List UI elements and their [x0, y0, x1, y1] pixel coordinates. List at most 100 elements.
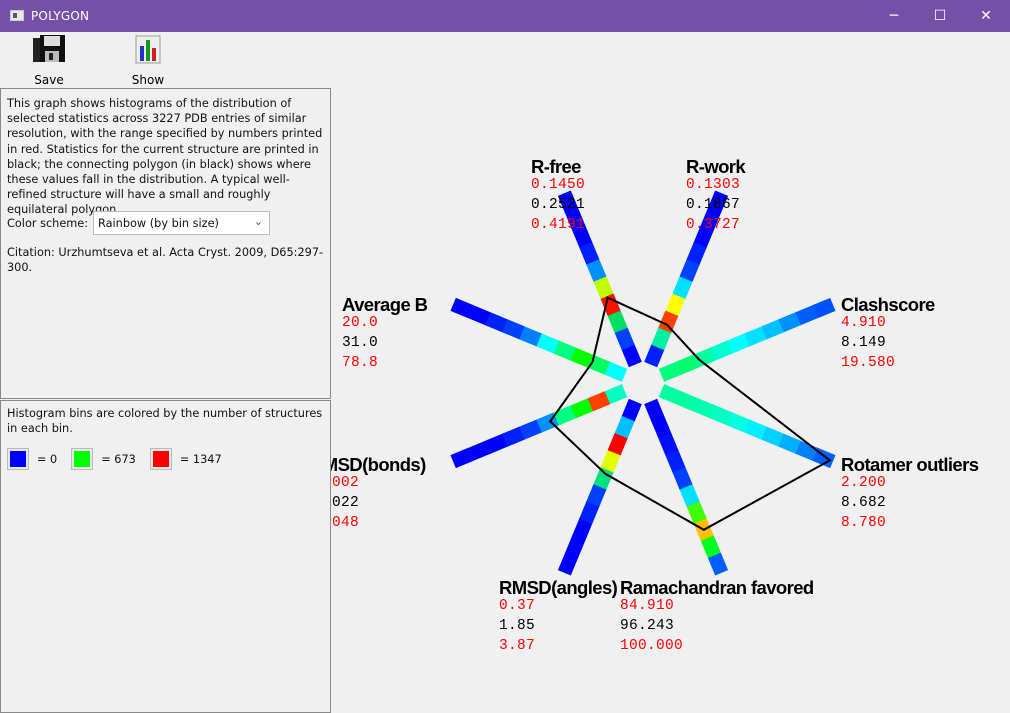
- histogram-bin: [450, 447, 474, 469]
- axis-min-value: 0.002: [331, 475, 360, 491]
- axis-label: RMSD(angles): [499, 577, 618, 598]
- histogram-bin: [727, 333, 751, 354]
- histogram-bin: [707, 552, 729, 576]
- histogram-bin: [693, 224, 714, 248]
- histogram-bin: [586, 258, 607, 282]
- info-panel: This graph shows histograms of the distr…: [0, 88, 331, 399]
- histogram-bin: [675, 354, 699, 375]
- histogram-bin: [593, 467, 614, 491]
- maximize-button[interactable]: ☐: [933, 8, 947, 24]
- histogram-bin: [644, 398, 665, 422]
- histogram-bin: [651, 415, 672, 439]
- legend-swatch-mid: [71, 448, 94, 471]
- axis-label: RMSD(bonds): [331, 454, 426, 475]
- histogram-bin: [600, 450, 621, 473]
- histogram-bin: [587, 391, 611, 412]
- description-text: This graph shows histograms of the distr…: [7, 97, 323, 217]
- color-scheme-select[interactable]: Rainbow (by bin size) ⌄: [93, 211, 270, 235]
- save-button[interactable]: Save: [30, 34, 68, 87]
- histogram-bin: [679, 258, 700, 282]
- histogram-bin: [535, 333, 559, 354]
- floppy-disk-icon: [33, 35, 65, 62]
- histogram-bin: [564, 207, 586, 231]
- histogram-bin: [518, 326, 542, 347]
- axis-r-work: [644, 190, 729, 368]
- histogram-bin: [707, 190, 729, 214]
- histogram-bin: [535, 412, 559, 433]
- axis-average-b: [450, 297, 628, 382]
- legend-text: Histogram bins are colored by the number…: [7, 407, 323, 436]
- histogram-bin: [665, 450, 686, 473]
- color-scheme-value: Rainbow (by bin size): [98, 217, 219, 230]
- axis-rmsd-bonds-: [450, 384, 628, 469]
- histogram-bin: [727, 412, 751, 433]
- axis-max-value: 0.048: [331, 515, 360, 531]
- axis-current-value: 31.0: [342, 335, 379, 351]
- title-bar: POLYGON ─ ☐ ✕: [0, 0, 1010, 32]
- axis-ramachandran-favored: [644, 398, 729, 576]
- axis-max-value: 0.3727: [686, 217, 741, 233]
- axis-current-value: 8.149: [841, 335, 887, 351]
- axis-max-value: 78.8: [342, 355, 379, 371]
- histogram-bin: [778, 312, 802, 333]
- histogram-bin: [812, 297, 836, 319]
- polygon-plot: [450, 190, 836, 576]
- axis-min-value: 0.1450: [531, 177, 586, 193]
- histogram-bin: [553, 340, 576, 361]
- axis-max-value: 0.4191: [531, 217, 586, 233]
- axis-max-value: 8.780: [841, 515, 887, 531]
- histogram-bin: [607, 310, 628, 334]
- save-label: Save: [34, 73, 64, 87]
- histogram-bin: [651, 327, 672, 351]
- axis-label: Ramachandran favored: [620, 577, 814, 598]
- histogram-bin: [686, 501, 707, 525]
- toolbar: Save Show histograms: [0, 32, 1010, 101]
- histogram-bin: [658, 310, 679, 334]
- axis-current-value: 96.243: [620, 618, 675, 634]
- histogram-bin: [501, 426, 525, 447]
- axis-label: R-free: [531, 156, 581, 177]
- histogram-bin: [450, 297, 474, 319]
- histogram-bin: [710, 405, 733, 426]
- histogram-bin: [795, 440, 819, 462]
- histogram-bin: [557, 552, 579, 576]
- axis-max-value: 3.87: [499, 638, 536, 654]
- histogram-bin: [795, 304, 819, 326]
- axis-current-value: 0.1867: [686, 197, 741, 213]
- histogram-bin: [501, 319, 525, 340]
- minimize-button[interactable]: ─: [889, 8, 899, 24]
- histogram-bin: [553, 405, 576, 426]
- histogram-bin: [672, 467, 693, 491]
- histogram-bin: [614, 327, 635, 351]
- legend-swatch-max: [149, 448, 172, 471]
- histogram-bin: [710, 340, 733, 361]
- close-button[interactable]: ✕: [980, 8, 992, 24]
- legend-panel: Histogram bins are colored by the number…: [0, 400, 331, 713]
- legend-label-zero: = 0: [37, 452, 58, 466]
- histogram-bin: [467, 440, 491, 462]
- axis-clashscore: [658, 297, 836, 382]
- histogram-bin: [564, 535, 586, 559]
- axis-max-value: 19.580: [841, 355, 896, 371]
- histogram-bin: [570, 398, 594, 419]
- histogram-bin: [744, 419, 768, 440]
- histogram-icon: [135, 35, 161, 64]
- axis-rotamer-outliers: [658, 384, 836, 469]
- legend-label-mid: = 673: [101, 452, 136, 466]
- citation-text: Citation: Urzhumtseva et al. Acta Cryst.…: [7, 246, 324, 275]
- histogram-bin: [761, 426, 785, 447]
- axis-current-value: 0.2521: [531, 197, 586, 213]
- histogram-bin: [518, 419, 542, 440]
- app-icon: [10, 10, 24, 21]
- histogram-bin: [604, 384, 628, 405]
- axis-min-value: 0.37: [499, 598, 536, 614]
- histogram-bin: [570, 347, 594, 368]
- axis-current-value: 0.022: [331, 495, 360, 511]
- histogram-bin: [744, 326, 768, 347]
- histogram-bin: [557, 190, 579, 214]
- axis-rmsd-angles-: [557, 398, 642, 576]
- histogram-bin: [604, 361, 628, 382]
- axis-current-value: 8.682: [841, 495, 887, 511]
- axis-label: Average B: [342, 294, 428, 315]
- window-title: POLYGON: [31, 9, 90, 23]
